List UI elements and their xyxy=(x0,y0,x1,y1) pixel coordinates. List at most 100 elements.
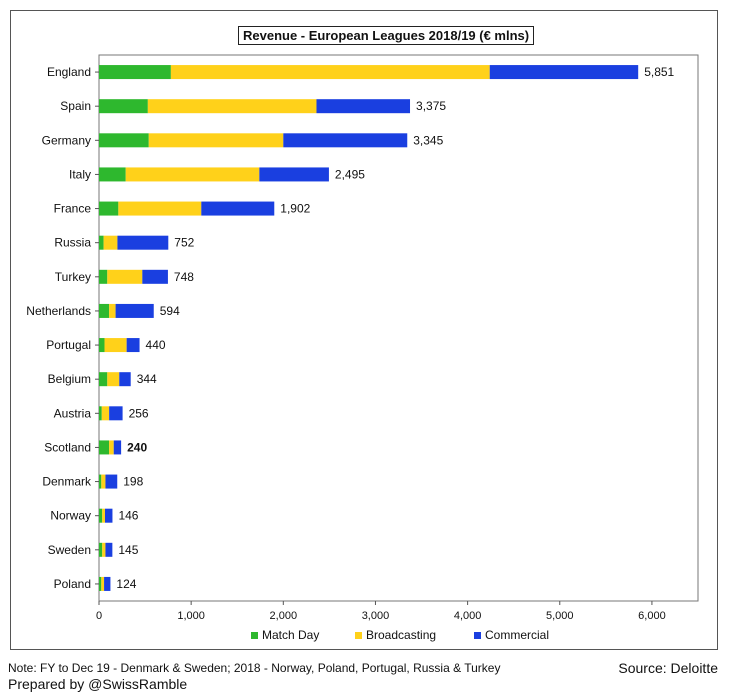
category-label: Poland xyxy=(54,577,91,591)
x-tick-label: 6,000 xyxy=(638,610,666,622)
bar-segment-commercial xyxy=(105,474,118,489)
bar-segment-broadcasting xyxy=(102,508,105,523)
category-label: Turkey xyxy=(55,270,91,284)
bar-segment-broadcasting xyxy=(107,269,143,284)
bar-segment-match-day xyxy=(99,303,110,318)
legend-swatch xyxy=(355,632,362,639)
bar-segment-match-day xyxy=(99,201,119,216)
category-label: Belgium xyxy=(48,372,91,386)
bar-segment-broadcasting xyxy=(103,235,118,250)
x-tick-label: 1,000 xyxy=(177,610,205,622)
bar-segment-broadcasting xyxy=(102,542,106,557)
bar-segment-commercial xyxy=(113,440,122,455)
bar-segment-match-day xyxy=(99,508,103,523)
category-label: France xyxy=(54,202,92,216)
x-tick-label: 0 xyxy=(96,610,102,622)
bar-segment-commercial xyxy=(105,542,113,557)
legend-swatch xyxy=(474,632,481,639)
bar-total-label: 256 xyxy=(129,406,149,420)
bar-total-label: 3,345 xyxy=(413,133,443,147)
x-tick-label: 2,000 xyxy=(270,610,298,622)
bar-segment-broadcasting xyxy=(101,576,105,591)
category-label: Germany xyxy=(42,133,91,147)
legend-label: Broadcasting xyxy=(366,628,436,642)
category-label: Scotland xyxy=(44,440,91,454)
bar-segment-commercial xyxy=(104,576,111,591)
category-label: Norway xyxy=(50,509,91,523)
footer-source: Source: Deloitte xyxy=(618,660,718,676)
legend-swatch xyxy=(251,632,258,639)
bar-segment-match-day xyxy=(99,542,103,557)
legend-label: Match Day xyxy=(262,628,319,642)
footer-credit: Prepared by @SwissRamble xyxy=(8,676,188,692)
legend-label: Commercial xyxy=(485,628,549,642)
bar-segment-broadcasting xyxy=(109,440,114,455)
category-label: Netherlands xyxy=(26,304,91,318)
footer-note: Note: FY to Dec 19 - Denmark & Sweden; 2… xyxy=(8,661,501,675)
bar-total-label: 198 xyxy=(123,475,143,489)
bar-segment-match-day xyxy=(99,133,149,148)
bar-segment-commercial xyxy=(283,133,408,148)
bar-segment-commercial xyxy=(119,372,131,387)
bar-total-label: 124 xyxy=(116,577,136,591)
bar-total-label: 2,495 xyxy=(335,167,365,181)
bar-segment-commercial xyxy=(109,406,123,421)
bar-segment-commercial xyxy=(115,303,154,318)
category-label: Denmark xyxy=(42,475,92,489)
bar-segment-broadcasting xyxy=(147,99,317,114)
chart-frame xyxy=(10,10,718,650)
category-label: Sweden xyxy=(48,543,91,557)
bar-segment-match-day xyxy=(99,372,108,387)
x-tick-label: 4,000 xyxy=(454,610,482,622)
bar-segment-match-day xyxy=(99,167,126,182)
bar-total-label: 145 xyxy=(118,543,138,557)
bar-total-label: 5,851 xyxy=(644,65,674,79)
bar-segment-broadcasting xyxy=(109,303,116,318)
chart-title: Revenue - European Leagues 2018/19 (€ ml… xyxy=(238,26,535,45)
bar-segment-match-day xyxy=(99,440,110,455)
bar-segment-match-day xyxy=(99,235,104,250)
bar-total-label: 3,375 xyxy=(416,99,446,113)
bar-segment-commercial xyxy=(126,338,140,353)
bar-segment-commercial xyxy=(201,201,275,216)
bar-segment-commercial xyxy=(104,508,113,523)
bar-total-label: 1,902 xyxy=(280,202,310,216)
category-label: Spain xyxy=(60,99,91,113)
bar-segment-match-day xyxy=(99,474,102,489)
bar-segment-commercial xyxy=(316,99,411,114)
bar-total-label: 440 xyxy=(146,338,166,352)
category-label: Portugal xyxy=(46,338,91,352)
bar-segment-broadcasting xyxy=(170,65,490,80)
bar-segment-match-day xyxy=(99,406,102,421)
bar-total-label: 748 xyxy=(174,270,194,284)
bar-segment-broadcasting xyxy=(104,338,127,353)
bar-segment-match-day xyxy=(99,576,102,591)
bar-total-label: 752 xyxy=(174,236,194,250)
category-label: England xyxy=(47,65,91,79)
bar-total-label: 344 xyxy=(137,372,157,386)
plot-area xyxy=(98,54,699,602)
bar-total-label: 146 xyxy=(118,509,138,523)
bar-segment-broadcasting xyxy=(148,133,284,148)
bar-segment-broadcasting xyxy=(125,167,260,182)
bar-segment-commercial xyxy=(259,167,329,182)
bar-segment-commercial xyxy=(117,235,169,250)
category-label: Austria xyxy=(54,406,92,420)
x-tick-label: 5,000 xyxy=(546,610,574,622)
bar-segment-match-day xyxy=(99,65,171,80)
bar-segment-broadcasting xyxy=(101,406,110,421)
bar-segment-broadcasting xyxy=(107,372,120,387)
bar-total-label: 594 xyxy=(160,304,180,318)
bar-segment-broadcasting xyxy=(118,201,202,216)
bar-total-label: 240 xyxy=(127,440,147,454)
bar-segment-match-day xyxy=(99,338,105,353)
category-label: Russia xyxy=(54,236,91,250)
bar-segment-commercial xyxy=(489,65,639,80)
bar-segment-broadcasting xyxy=(101,474,106,489)
bar-segment-match-day xyxy=(99,269,108,284)
bar-segment-match-day xyxy=(99,99,148,114)
x-tick-label: 3,000 xyxy=(362,610,390,622)
category-label: Italy xyxy=(69,167,91,181)
bar-segment-commercial xyxy=(142,269,168,284)
